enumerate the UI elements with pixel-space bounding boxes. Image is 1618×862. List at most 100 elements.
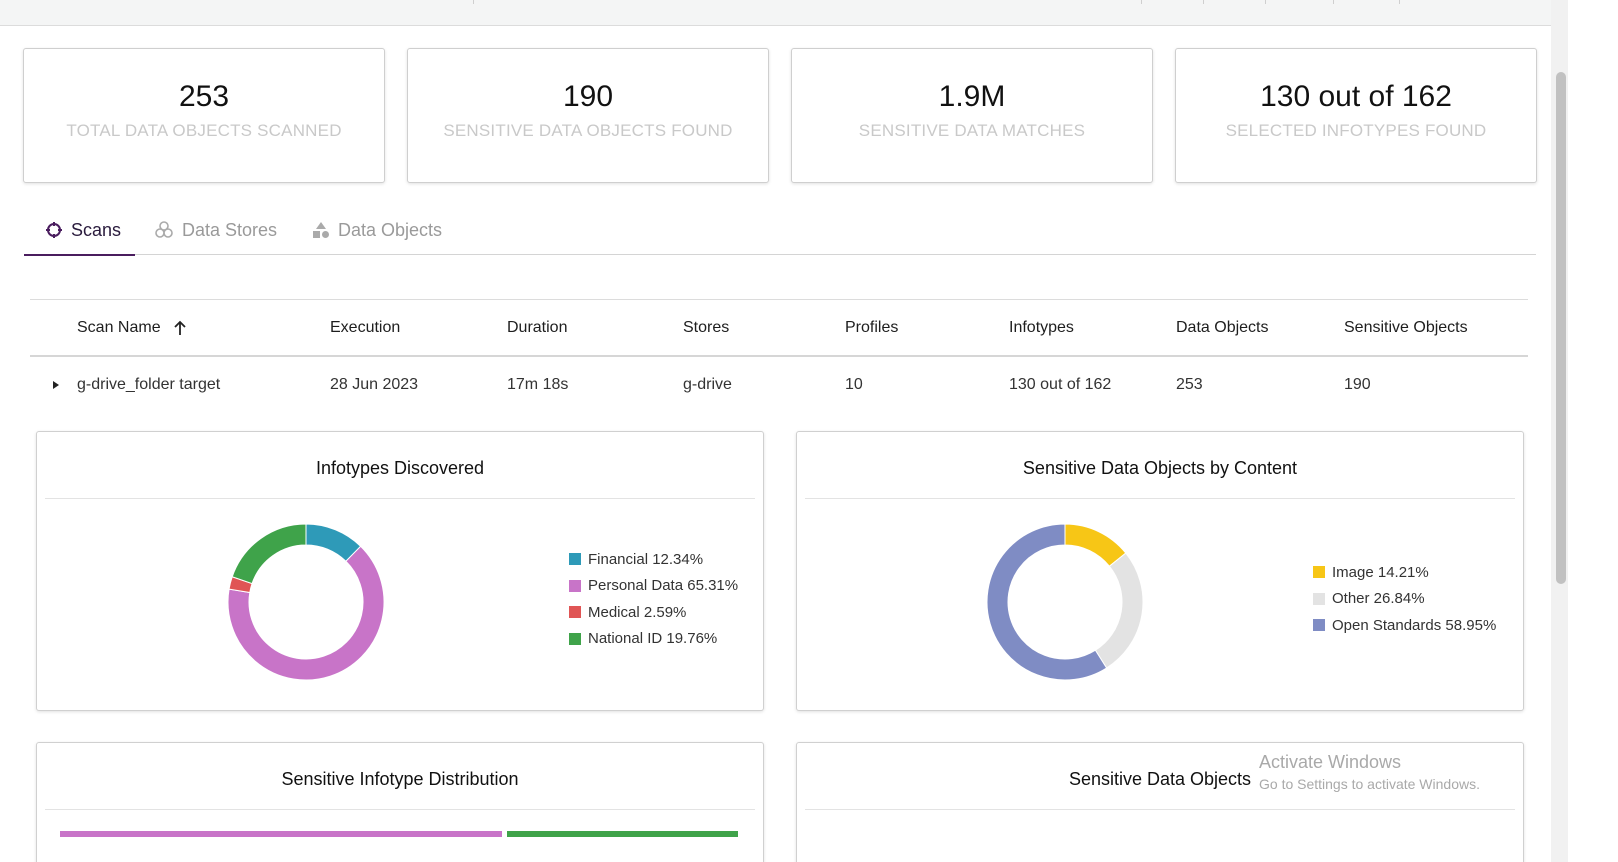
panel-title: Sensitive Data Objects by Content xyxy=(1022,458,1298,478)
panel-divider xyxy=(805,498,1515,499)
top-toolbar xyxy=(0,0,1560,26)
donut-slice-other[interactable] xyxy=(1094,552,1144,669)
cell-stores: g-drive xyxy=(683,376,732,393)
stat-label: TOTAL DATA OBJECTS SCANNED xyxy=(66,121,342,140)
caret-right-icon[interactable] xyxy=(52,357,60,413)
page-margin xyxy=(1568,0,1618,862)
scrollbar-thumb[interactable] xyxy=(1556,72,1566,584)
stat-value: 190 xyxy=(562,80,614,113)
legend-label: Other 26.84% xyxy=(1332,590,1425,608)
infotypes-donut-chart xyxy=(227,523,385,681)
stat-card-total-scanned: 253 TOTAL DATA OBJECTS SCANNED xyxy=(23,48,385,183)
legend-item-financial[interactable]: Financial 12.34% xyxy=(569,546,738,573)
tab-label: Data Stores xyxy=(182,219,278,240)
content-donut-chart xyxy=(986,523,1144,681)
objects-by-content-panel: Sensitive Data Objects by Content Image … xyxy=(796,431,1524,711)
column-header-duration[interactable]: Duration xyxy=(507,319,568,336)
legend-item-image[interactable]: Image 14.21% xyxy=(1313,559,1496,586)
legend-label: Image 14.21% xyxy=(1332,563,1429,581)
distribution-bar-national-id[interactable] xyxy=(507,831,738,837)
watermark-title: Activate Windows xyxy=(1259,752,1402,772)
legend-swatch xyxy=(569,632,581,645)
shapes-icon xyxy=(312,221,330,239)
legend-item-personal-data[interactable]: Personal Data 65.31% xyxy=(569,573,738,600)
cell-scan-name[interactable]: g-drive_folder target xyxy=(77,376,221,393)
tab-bar: Scans Data Stores Data Objects xyxy=(24,205,1536,256)
legend-swatch xyxy=(569,606,581,619)
column-header-sensitive-objects[interactable]: Sensitive Objects xyxy=(1344,319,1468,336)
column-header-profiles[interactable]: Profiles xyxy=(845,319,899,336)
legend-label: Financial 12.34% xyxy=(588,550,704,568)
stat-card-sensitive-found: 190 SENSITIVE DATA OBJECTS FOUND xyxy=(407,48,769,183)
tab-scans[interactable]: Scans xyxy=(24,205,135,256)
donut-slice-personal-data[interactable] xyxy=(227,545,385,681)
column-header-data-objects[interactable]: Data Objects xyxy=(1176,319,1269,336)
legend-swatch xyxy=(1313,619,1325,632)
legend-swatch xyxy=(569,579,581,592)
stat-card-sensitive-matches: 1.9M SENSITIVE DATA MATCHES xyxy=(791,48,1153,183)
toolbar-divider xyxy=(1203,0,1204,4)
legend-label: National ID 19.76% xyxy=(588,630,718,648)
donut-slice-open-standards[interactable] xyxy=(986,523,1108,681)
toolbar-divider xyxy=(1333,0,1334,4)
cell-duration: 17m 18s xyxy=(507,376,569,393)
crosshair-icon xyxy=(45,221,63,239)
panel-divider xyxy=(45,809,755,810)
watermark-subtitle: Go to Settings to activate Windows. xyxy=(1259,776,1480,792)
infotypes-legend: Financial 12.34% Personal Data 65.31% Me… xyxy=(569,546,738,652)
column-header-execution[interactable]: Execution xyxy=(330,319,401,336)
cell-execution: 28 Jun 2023 xyxy=(330,376,419,393)
legend-label: Open Standards 58.95% xyxy=(1332,616,1497,634)
column-header-infotypes[interactable]: Infotypes xyxy=(1009,319,1074,336)
scans-table: Scan Name Execution Duration Stores Prof… xyxy=(30,299,1528,413)
infotype-distribution-panel: Sensitive Infotype Distribution xyxy=(36,742,764,862)
toolbar-divider xyxy=(1141,0,1142,4)
stat-value: 130 out of 162 xyxy=(1260,80,1452,113)
legend-item-national-id[interactable]: National ID 19.76% xyxy=(569,626,738,653)
stat-label: SENSITIVE DATA OBJECTS FOUND xyxy=(443,121,733,140)
stat-value: 253 xyxy=(178,80,230,113)
legend-label: Personal Data 65.31% xyxy=(588,577,739,595)
cell-profiles: 10 xyxy=(845,376,863,393)
cell-sensitive-objects: 190 xyxy=(1344,376,1371,393)
sensitive-data-objects-panel: Sensitive Data Objects xyxy=(796,742,1524,862)
tab-data-stores[interactable]: Data Stores xyxy=(154,205,277,255)
legend-item-open-standards[interactable]: Open Standards 58.95% xyxy=(1313,612,1496,639)
arrow-up-icon xyxy=(173,320,187,336)
distribution-bar-personal[interactable] xyxy=(60,831,502,837)
cell-data-objects: 253 xyxy=(1176,376,1203,393)
legend-item-other[interactable]: Other 26.84% xyxy=(1313,586,1496,613)
vertical-scrollbar[interactable] xyxy=(1551,0,1568,862)
legend-swatch xyxy=(1313,592,1325,605)
cell-infotypes: 130 out of 162 xyxy=(1009,376,1112,393)
content-legend: Image 14.21% Other 26.84% Open Standards… xyxy=(1313,559,1496,639)
toolbar-divider xyxy=(473,0,474,4)
panel-title: Sensitive Data Objects xyxy=(1068,769,1252,789)
toolbar-divider xyxy=(1265,0,1266,4)
stat-label: SENSITIVE DATA MATCHES xyxy=(858,121,1086,140)
tab-label: Scans xyxy=(71,219,122,240)
windows-activation-watermark: Activate Windows Go to Settings to activ… xyxy=(1259,752,1480,792)
panel-divider xyxy=(805,809,1515,810)
panel-title: Infotypes Discovered xyxy=(315,458,485,478)
column-header-label: Scan Name xyxy=(77,319,161,336)
database-icon xyxy=(154,221,174,239)
legend-label: Medical 2.59% xyxy=(588,603,687,621)
stat-card-infotypes-found: 130 out of 162 SELECTED INFOTYPES FOUND xyxy=(1175,48,1537,183)
tab-label: Data Objects xyxy=(338,219,443,240)
toolbar-divider xyxy=(1399,0,1400,4)
legend-item-medical[interactable]: Medical 2.59% xyxy=(569,599,738,626)
column-header-stores[interactable]: Stores xyxy=(683,319,730,336)
stat-label: SELECTED INFOTYPES FOUND xyxy=(1225,121,1487,140)
legend-swatch xyxy=(569,553,581,566)
panel-title: Sensitive Infotype Distribution xyxy=(281,769,519,789)
table-header: Scan Name Execution Duration Stores Prof… xyxy=(30,299,1528,357)
donut-slice-national-id[interactable] xyxy=(231,523,307,585)
panel-divider xyxy=(45,498,755,499)
column-header-scan-name[interactable]: Scan Name xyxy=(77,300,187,356)
stat-value: 1.9M xyxy=(938,80,1006,113)
infotypes-discovered-panel: Infotypes Discovered Financial 12.34% Pe… xyxy=(36,431,764,711)
tab-data-objects[interactable]: Data Objects xyxy=(312,205,442,255)
table-row[interactable]: g-drive_folder target 28 Jun 2023 17m 18… xyxy=(30,357,1528,413)
legend-swatch xyxy=(1313,566,1325,579)
